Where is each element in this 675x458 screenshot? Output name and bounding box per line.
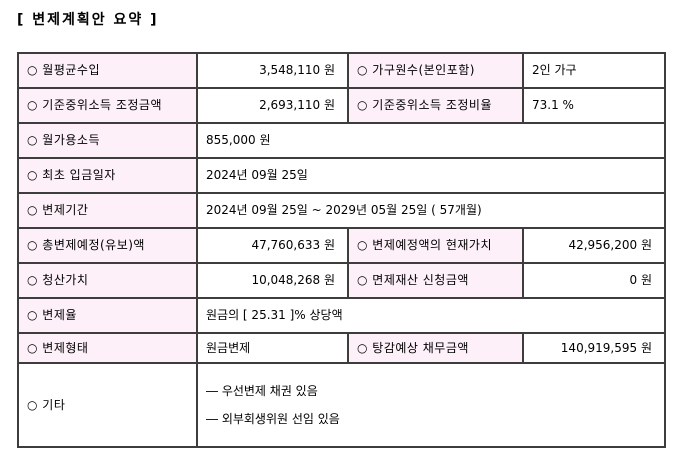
row-repayment-period: ○ 변제기간 2024년 09월 25일 ~ 2029년 05월 25일 ( 5… <box>17 192 666 229</box>
row-value: 0 원 <box>522 262 666 299</box>
row-value: 42,956,200 원 <box>522 227 666 264</box>
row-label: ○ 최초 입금일자 <box>17 157 198 194</box>
row-label: ○ 변제형태 <box>17 332 198 364</box>
row-liquidation-value: ○ 청산가치 10,048,268 원 ○ 면제재산 신청금액 0 원 <box>17 262 666 299</box>
row-label: ○ 변제기간 <box>17 192 198 229</box>
row-label: ○ 총변제예정(유보)액 <box>17 227 198 264</box>
row-label: ○ 기준중위소득 조정금액 <box>17 87 198 124</box>
row-label: ○ 가구원수(본인포함) <box>347 52 524 89</box>
row-value: 140,919,595 원 <box>522 332 666 364</box>
row-label: ○ 변제예정액의 현재가치 <box>347 227 524 264</box>
row-label: ○ 변제율 <box>17 297 198 334</box>
row-repayment-rate: ○ 변제율 원금의 [ 25.31 ]% 상당액 <box>17 297 666 334</box>
row-value: 2인 가구 <box>522 52 666 89</box>
row-median-income-adjusted-amount: ○ 기준중위소득 조정금액 2,693,110 원 ○ 기준중위소득 조정비율 … <box>17 87 666 124</box>
row-label: ○ 월가용소득 <box>17 122 198 159</box>
row-value: 2024년 09월 25일 <box>196 157 666 194</box>
row-label: ○ 월평균수입 <box>17 52 198 89</box>
row-first-deposit-date: ○ 최초 입금일자 2024년 09월 25일 <box>17 157 666 194</box>
row-label: ○ 청산가치 <box>17 262 198 299</box>
note-line: ― 외부회생위원 선임 있음 <box>206 412 340 426</box>
page-title: [ 변제계획안 요약 ] <box>17 12 159 28</box>
row-value: 855,000 원 <box>196 122 666 159</box>
row-value: 2024년 09월 25일 ~ 2029년 05월 25일 ( 57개월) <box>196 192 666 229</box>
row-label: ○ 면제재산 신청금액 <box>347 262 524 299</box>
row-value: 3,548,110 원 <box>196 52 349 89</box>
row-value: 73.1 % <box>522 87 666 124</box>
row-notes: ― 우선변제 채권 있음 ― 외부회생위원 선임 있음 <box>196 362 666 448</box>
note-line: ― 우선변제 채권 있음 <box>206 383 318 398</box>
summary-table: ○ 월평균수입 3,548,110 원 ○ 가구원수(본인포함) 2인 가구 ○… <box>17 52 666 448</box>
row-repayment-type: ○ 변제형태 원금변제 ○ 탕감예상 채무금액 140,919,595 원 <box>17 332 666 364</box>
row-value: 원금변제 <box>196 332 349 364</box>
row-monthly-average-income: ○ 월평균수입 3,548,110 원 ○ 가구원수(본인포함) 2인 가구 <box>17 52 666 89</box>
row-value: 10,048,268 원 <box>196 262 349 299</box>
row-etc: ○ 기타 ― 우선변제 채권 있음 ― 외부회생위원 선임 있음 <box>17 362 666 448</box>
row-label: ○ 기준중위소득 조정비율 <box>347 87 524 124</box>
row-label: ○ 탕감예상 채무금액 <box>347 332 524 364</box>
row-value: 원금의 [ 25.31 ]% 상당액 <box>196 297 666 334</box>
row-label: ○ 기타 <box>17 362 198 448</box>
row-monthly-disposable-income: ○ 월가용소득 855,000 원 <box>17 122 666 159</box>
row-value: 47,760,633 원 <box>196 227 349 264</box>
row-value: 2,693,110 원 <box>196 87 349 124</box>
row-total-expected-repayment: ○ 총변제예정(유보)액 47,760,633 원 ○ 변제예정액의 현재가치 … <box>17 227 666 264</box>
